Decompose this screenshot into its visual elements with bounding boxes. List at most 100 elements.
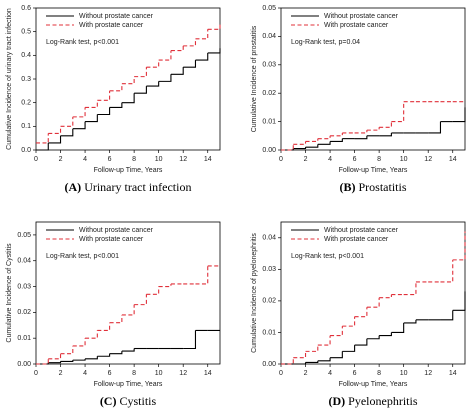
curve-segment [452,231,466,261]
curve-segment [195,29,209,40]
plot-frame [280,221,466,365]
caption-text: Pyelonephritis [348,394,418,408]
x-tick-label: 10 [155,156,163,163]
caption-label: (A) [65,180,82,194]
curve-segment [452,291,466,311]
x-tick-label: 4 [328,156,332,163]
y-tick-label: 0.1 [21,123,31,130]
annotation: Log-Rank test, p<0.001 [46,253,119,260]
curve-segment [146,81,160,87]
legend-label: Without prostate cancer [324,227,399,234]
curve-segment [36,133,49,144]
curve-segment [48,135,62,144]
curve-segment [85,114,98,123]
curve-segment [121,348,135,352]
legend-label: With prostate cancer [324,22,389,29]
y-tick-label: 0.00 [262,361,276,368]
curve-segment [293,147,307,150]
curve-segment [60,360,74,362]
y-axis-label: Cumulative Incidence of prostatitis [251,25,258,132]
curve-segment [330,132,343,137]
plot-frame [35,7,221,151]
curve-segment [354,338,368,346]
y-tick-label: 0.5 [21,29,31,36]
curve-segment [48,353,62,360]
y-tick-label: 0.02 [17,309,31,316]
curve-segment [195,265,209,285]
x-tick-label: 0 [279,370,283,377]
curve-segment [366,297,380,308]
curve-segment [170,67,184,75]
curve-segment [305,360,319,363]
y-tick-label: 0.05 [262,5,276,12]
curve-segment [440,310,454,321]
x-tick-label: 0 [279,156,283,163]
curve-segment [109,351,123,355]
curve-segment [379,132,392,137]
curve-segment [158,283,172,288]
curve-segment [72,121,86,130]
y-tick-label: 0.01 [262,118,276,125]
legend-label: With prostate cancer [324,236,389,243]
x-tick-label: 4 [83,370,87,377]
x-tick-label: 2 [59,370,63,377]
annotation: Log-Rank test, p<0.001 [291,253,364,260]
x-tick-label: 8 [132,370,136,377]
x-tick-label: 0 [34,370,38,377]
curve-segment [109,314,123,324]
curve-segment [121,93,135,104]
curve-segment [97,353,111,357]
x-tick-label: 12 [424,156,432,163]
caption: (B) Prostatitis [339,180,406,194]
x-tick-label: 8 [377,156,381,163]
x-tick-label: 2 [304,156,308,163]
y-tick-label: 0.02 [262,90,276,97]
x-tick-label: 14 [449,370,457,377]
legend-label: Without prostate cancer [79,227,154,234]
curve-segment [452,107,466,123]
x-axis-label: Follow-up Time, Years [94,167,163,174]
x-tick-label: 14 [204,156,212,163]
x-axis-label: Follow-up Time, Years [339,167,408,174]
curve-segment [60,345,74,355]
curve-segment [330,138,343,143]
curve-segment [317,135,331,140]
x-axis-label: Follow-up Time, Years [339,381,408,388]
x-tick-label: 14 [449,156,457,163]
curve-segment [72,338,86,347]
curve-segment [134,86,147,94]
curve-segment [97,107,111,116]
curve-segment [342,345,356,352]
curve-segment [109,83,123,92]
curve-segment [330,326,343,337]
x-tick-label: 8 [132,156,136,163]
x-tick-label: 2 [59,156,63,163]
caption-label: (D) [329,394,346,408]
x-tick-label: 4 [83,156,87,163]
y-axis-label: Cumulative Incidence of pyelonephritis [251,233,258,353]
y-tick-label: 0.05 [17,232,31,239]
caption: (A) Urinary tract infection [65,180,192,194]
curve-segment [48,126,62,134]
curve-segment [305,345,319,352]
curve-segment [85,100,98,108]
curve-segment [36,142,49,151]
legend-label: With prostate cancer [79,236,144,243]
curve-segment [342,316,356,327]
curve-segment [60,116,74,127]
curve-segment [72,107,86,118]
y-tick-label: 0.00 [17,361,31,368]
curve-segment [354,130,368,134]
curve-segment [366,127,380,131]
curve-segment [85,356,98,360]
y-axis-label: Cumulative Incidence of urinary tract in… [6,8,13,150]
x-tick-label: 6 [353,156,357,163]
caption-label: (B) [339,180,355,194]
y-tick-label: 0.02 [262,298,276,305]
x-axis-label: Follow-up Time, Years [94,381,163,388]
caption-text: Prostatitis [358,180,406,194]
y-tick-label: 0.6 [21,5,31,12]
caption-text: Cystitis [119,394,156,408]
y-tick-label: 0.04 [262,33,276,40]
